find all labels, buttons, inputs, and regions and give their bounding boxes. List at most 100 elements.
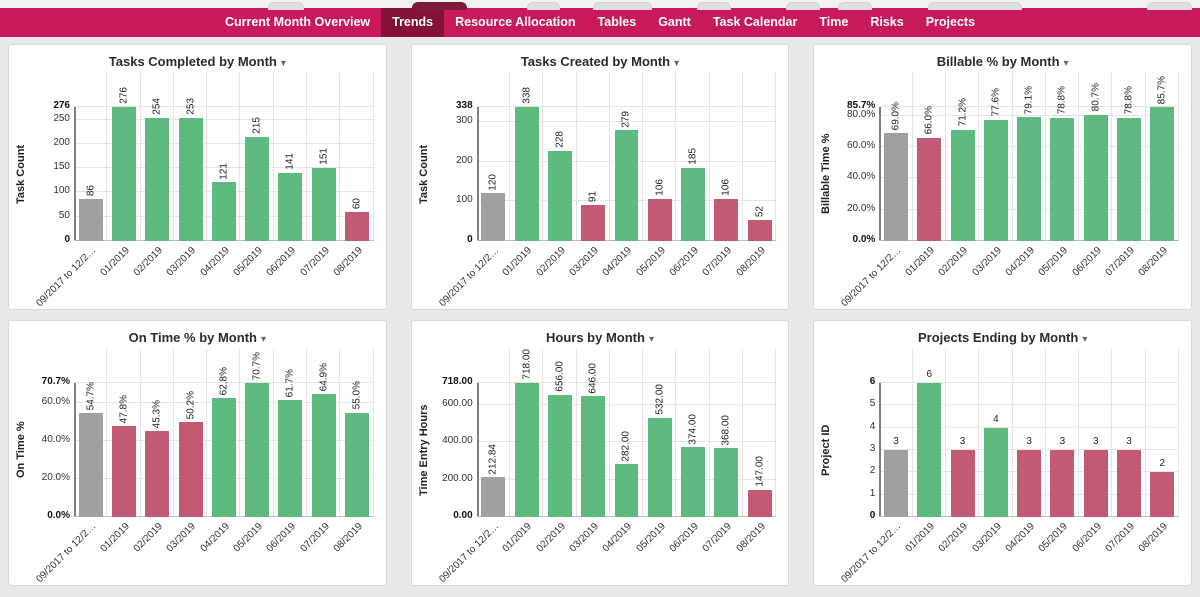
chart-area: Time Entry Hours 0.00 200.00 400.00 600.00 7… [412,347,789,585]
gridline [74,142,374,144]
chart-title-dropdown[interactable]: Hours by Month ▾ [412,321,789,347]
chart-title-dropdown[interactable]: Tasks Created by Month ▾ [412,45,789,71]
gridline [372,73,374,241]
bar[interactable] [278,400,303,517]
bar[interactable] [714,448,739,517]
bar[interactable] [547,394,572,517]
bar[interactable] [681,167,706,241]
bar-value-label: 253 [185,98,197,116]
bar[interactable] [311,394,336,517]
bar-value-label: 141 [284,152,296,170]
bar[interactable] [883,133,908,241]
nav-tab-tables[interactable]: Tables [597,15,637,29]
bar[interactable] [178,421,203,517]
y-tick-label: 80.0% [846,108,876,120]
x-tick-label: 04/2019 [600,521,635,555]
gridline [911,73,913,241]
bar[interactable] [514,383,539,517]
chart-card-projects-ending: Projects Ending by Month ▾ Project ID 0 1 2… [813,320,1192,586]
bar[interactable] [1150,107,1175,241]
nav-tab-trends[interactable]: Trends [381,8,445,37]
bar[interactable] [747,489,772,517]
bar[interactable] [681,447,706,517]
nav-tab-current-month-overview[interactable]: Current Month Overview [224,15,371,29]
chart-title-dropdown[interactable]: Projects Ending by Month ▾ [814,321,1191,347]
gridline [1144,73,1146,241]
y-axis-ticks: 0.0% 20.0% 40.0% 60.0% 80.0% 85.7% [835,73,879,245]
bar[interactable] [1117,450,1142,517]
bar-value-label: 338 [521,87,533,104]
bar[interactable] [145,431,170,517]
chart-title: On Time % by Month [128,330,257,345]
bar[interactable] [647,198,672,241]
x-tick-label: 04/2019 [198,521,232,555]
y-axis-title-column: Task Count [418,73,433,241]
x-axis-labels: 09/2017 to 12/2… 01/2019 02/2019 03/2019 04/… [840,241,1179,309]
bar[interactable] [1083,114,1108,241]
bar[interactable] [983,119,1008,241]
bar[interactable] [78,199,103,241]
bar[interactable] [245,383,270,517]
bar[interactable] [714,198,739,241]
bar[interactable] [1017,117,1042,241]
bar[interactable] [950,129,975,241]
plot-area: 3 6 3 4 3 3 3 3 2 [879,349,1179,517]
bar[interactable] [111,426,136,517]
nav-tab-gantt[interactable]: Gantt [658,15,691,29]
nav-tab-resource-allocation[interactable]: Resource Allocation [455,15,576,29]
bar[interactable] [345,412,369,517]
x-tick-label: 07/2019 [700,521,735,555]
bar[interactable] [111,107,136,241]
bar[interactable] [245,136,270,241]
bar[interactable] [1017,450,1042,517]
bar[interactable] [514,107,539,241]
bar[interactable] [883,450,908,517]
x-tick-label: 02/2019 [534,521,568,555]
nav-tab-projects[interactable]: Projects [925,15,976,29]
bar[interactable] [581,204,606,241]
chart-title-dropdown[interactable]: Billable % by Month ▾ [814,45,1191,71]
chart-title-dropdown[interactable]: Tasks Completed by Month ▾ [9,45,386,71]
bar[interactable] [345,211,369,241]
gridline [172,349,174,517]
bar[interactable] [481,193,506,241]
chart-title-dropdown[interactable]: On Time % by Month ▾ [9,321,386,347]
bar[interactable] [614,464,639,517]
chart-area: Billable Time % 0.0% 20.0% 40.0% 60.0% 80.0%… [814,71,1191,309]
bar[interactable] [547,150,572,241]
x-tick-label: 05/2019 [634,521,668,555]
gridline [1177,73,1179,241]
nav-tab-risks[interactable]: Risks [870,15,904,29]
bar[interactable] [917,383,942,517]
bar[interactable] [145,117,170,241]
bar[interactable] [983,427,1008,517]
nav-tab-task-calendar[interactable]: Task Calendar [712,15,798,29]
bar[interactable] [178,118,203,241]
bar[interactable] [311,167,336,241]
x-tick-label: 01/2019 [501,521,535,555]
bar[interactable] [481,477,506,517]
y-tick-label: 20.0% [41,472,70,484]
bar[interactable] [614,130,639,241]
nav-tab-time[interactable]: Time [819,15,849,29]
gridline [172,73,174,241]
bar[interactable] [1083,450,1108,517]
bar[interactable] [917,137,942,241]
gridline [1011,73,1013,241]
bar[interactable] [1050,117,1075,241]
bar[interactable] [278,172,303,241]
bar[interactable] [78,413,103,517]
y-tick-label: 0.00 [453,510,473,521]
bar[interactable] [647,417,672,517]
bar[interactable] [211,182,236,241]
bar[interactable] [1117,117,1142,241]
bar[interactable] [581,396,606,517]
bar[interactable] [1150,472,1175,517]
x-axis-labels: 09/2017 to 12/2… 01/2019 02/2019 03/2019 04/… [840,517,1179,585]
bar[interactable] [1050,450,1075,517]
bar[interactable] [747,220,772,241]
bar[interactable] [950,450,975,517]
bar-value-label: 276 [118,87,130,104]
bar[interactable] [211,397,236,517]
gridline [339,73,341,241]
